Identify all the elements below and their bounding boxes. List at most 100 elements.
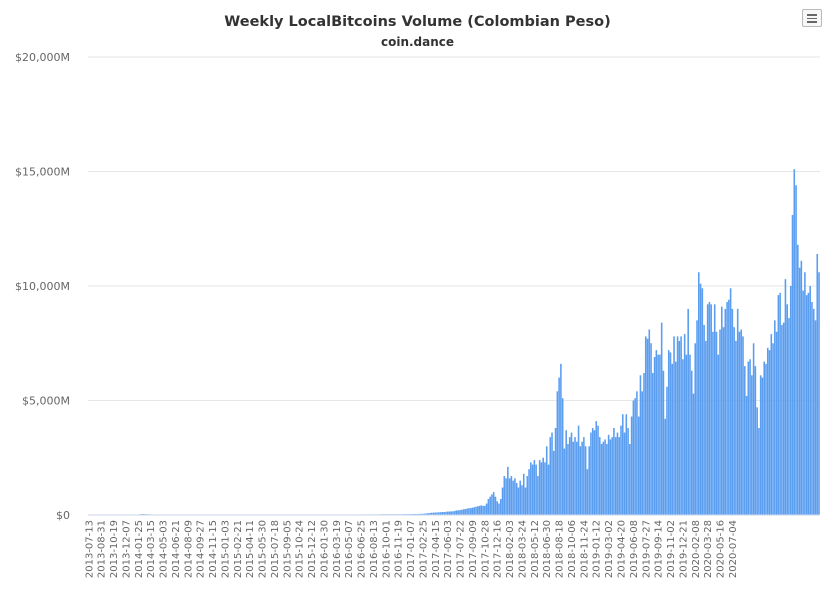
bar[interactable]: [637, 416, 640, 515]
bar[interactable]: [574, 437, 576, 515]
bar[interactable]: [660, 322, 663, 515]
bar[interactable]: [432, 512, 435, 515]
bar[interactable]: [515, 482, 518, 515]
bar[interactable]: [708, 302, 711, 515]
bar[interactable]: [680, 336, 682, 515]
bar[interactable]: [613, 427, 615, 515]
bar[interactable]: [476, 506, 479, 515]
bar[interactable]: [788, 318, 790, 515]
bar[interactable]: [598, 437, 601, 515]
bar[interactable]: [484, 505, 486, 515]
bar[interactable]: [643, 373, 645, 515]
bar[interactable]: [560, 363, 562, 515]
bar[interactable]: [565, 430, 567, 515]
bar[interactable]: [498, 503, 500, 515]
bar[interactable]: [731, 308, 734, 515]
bar[interactable]: [634, 398, 636, 515]
bar[interactable]: [625, 414, 628, 515]
bar[interactable]: [816, 253, 819, 515]
bar[interactable]: [505, 478, 507, 515]
bar[interactable]: [733, 327, 735, 515]
bar[interactable]: [639, 375, 642, 515]
bar[interactable]: [584, 446, 587, 515]
bar[interactable]: [671, 363, 674, 515]
bar[interactable]: [431, 512, 433, 515]
bar[interactable]: [749, 359, 751, 515]
bar[interactable]: [627, 427, 629, 515]
bar[interactable]: [487, 498, 490, 515]
bar[interactable]: [553, 450, 555, 515]
bar[interactable]: [632, 400, 635, 516]
bar[interactable]: [775, 331, 778, 515]
bar[interactable]: [774, 320, 776, 515]
bar[interactable]: [549, 437, 552, 515]
bar[interactable]: [427, 513, 430, 515]
bar[interactable]: [623, 432, 626, 515]
bar[interactable]: [683, 334, 686, 515]
chart-menu-button[interactable]: [802, 9, 822, 27]
bar[interactable]: [533, 460, 536, 515]
bar[interactable]: [768, 350, 771, 515]
bar[interactable]: [682, 359, 684, 515]
bar[interactable]: [712, 331, 714, 515]
bar[interactable]: [752, 343, 755, 515]
bar[interactable]: [422, 513, 424, 515]
bar[interactable]: [499, 498, 502, 515]
bar[interactable]: [614, 437, 617, 515]
bar[interactable]: [530, 462, 532, 515]
bar[interactable]: [761, 377, 764, 515]
bar[interactable]: [462, 509, 465, 515]
bar[interactable]: [466, 508, 468, 515]
bar[interactable]: [602, 441, 605, 515]
bar[interactable]: [814, 320, 817, 515]
bar[interactable]: [471, 507, 474, 515]
bar[interactable]: [590, 432, 592, 515]
bar[interactable]: [795, 185, 797, 516]
bar[interactable]: [675, 361, 677, 515]
bar[interactable]: [636, 391, 638, 515]
bar[interactable]: [689, 354, 691, 515]
bar[interactable]: [662, 370, 665, 515]
bar[interactable]: [786, 304, 788, 515]
bar[interactable]: [747, 361, 750, 515]
bar[interactable]: [804, 272, 806, 515]
bar[interactable]: [568, 437, 571, 515]
bar[interactable]: [818, 272, 820, 515]
bar[interactable]: [812, 308, 815, 515]
bar[interactable]: [441, 512, 444, 515]
bar[interactable]: [420, 513, 422, 515]
bar[interactable]: [621, 414, 624, 515]
bar[interactable]: [692, 393, 695, 515]
bar[interactable]: [445, 511, 447, 515]
bar[interactable]: [423, 513, 426, 515]
bar[interactable]: [475, 506, 477, 515]
bar[interactable]: [425, 513, 428, 515]
bar[interactable]: [607, 434, 610, 515]
bar[interactable]: [685, 354, 688, 515]
bar[interactable]: [611, 437, 613, 515]
bar[interactable]: [699, 283, 702, 515]
bar[interactable]: [524, 487, 527, 515]
bar[interactable]: [743, 366, 746, 515]
bar[interactable]: [436, 512, 438, 515]
bar[interactable]: [673, 336, 675, 515]
bar[interactable]: [537, 476, 539, 515]
bar[interactable]: [545, 446, 548, 515]
bar[interactable]: [715, 331, 718, 515]
bar[interactable]: [563, 448, 566, 515]
bar[interactable]: [745, 395, 748, 515]
bar[interactable]: [706, 304, 709, 515]
bar[interactable]: [600, 444, 603, 515]
bar[interactable]: [514, 478, 516, 515]
bar[interactable]: [620, 425, 622, 515]
bar[interactable]: [448, 511, 451, 515]
bar[interactable]: [666, 386, 668, 515]
bar[interactable]: [701, 288, 704, 515]
bar[interactable]: [540, 462, 543, 515]
bar[interactable]: [789, 286, 792, 515]
bar[interactable]: [618, 437, 621, 515]
bar[interactable]: [434, 512, 437, 515]
bar[interactable]: [517, 487, 520, 515]
bar[interactable]: [646, 338, 649, 515]
bar[interactable]: [784, 279, 787, 515]
